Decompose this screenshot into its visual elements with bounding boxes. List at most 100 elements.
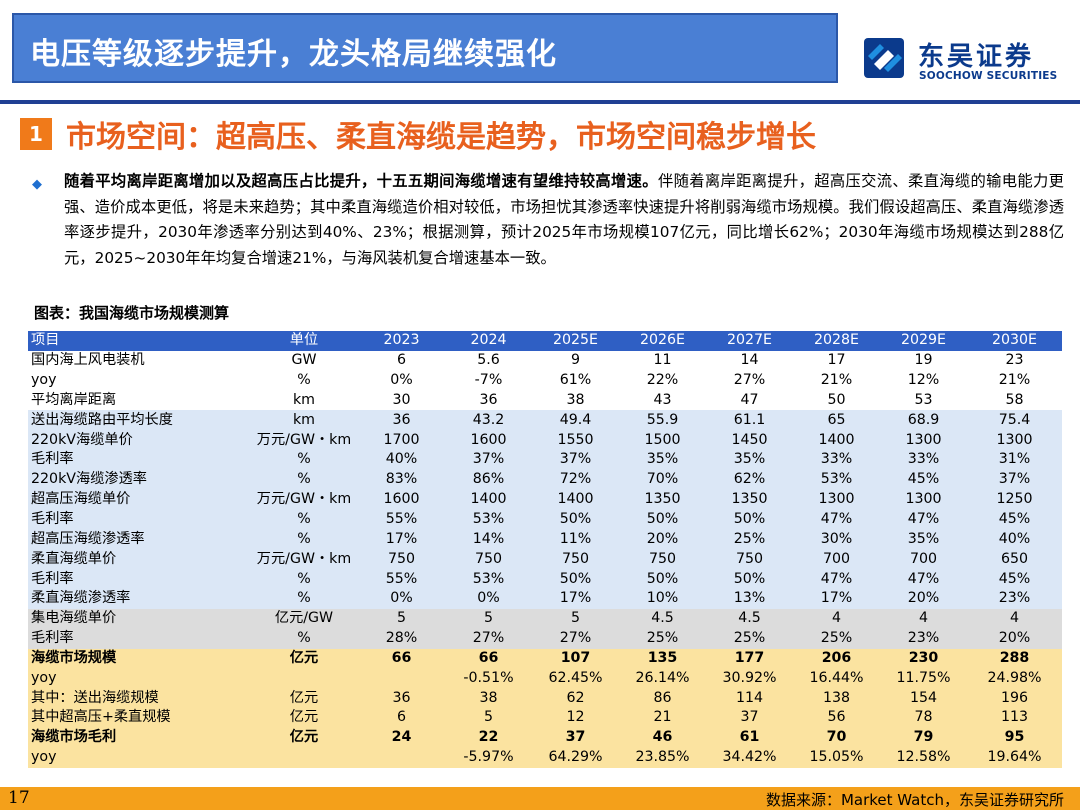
value-cell: 750 — [619, 549, 706, 570]
value-cell: 12.58% — [880, 747, 967, 768]
value-cell: 5 — [445, 608, 532, 629]
value-cell: 37 — [706, 708, 793, 728]
value-cell: 64.29% — [532, 747, 619, 768]
value-cell: 45% — [967, 569, 1062, 589]
value-cell: 1450 — [706, 430, 793, 451]
value-cell: 30.92% — [706, 668, 793, 689]
value-cell: 27% — [706, 370, 793, 391]
value-cell: 5 — [532, 608, 619, 629]
value-cell: 4.5 — [619, 608, 706, 629]
unit-cell: % — [250, 628, 358, 649]
value-cell: 5.6 — [445, 350, 532, 371]
value-cell: 38 — [445, 688, 532, 709]
value-cell: 23.85% — [619, 747, 706, 768]
unit-cell: 亿元 — [250, 708, 358, 728]
value-cell: 37% — [532, 450, 619, 470]
value-cell: 35% — [880, 529, 967, 550]
value-cell: 25% — [706, 628, 793, 649]
unit-cell: % — [250, 529, 358, 550]
value-cell: 61 — [706, 727, 793, 748]
value-cell: 37% — [445, 450, 532, 470]
unit-cell: 亿元 — [250, 648, 358, 669]
table-row: 毛利率% 40% 37% 37% 35% 35% 33% 33% 31% — [28, 450, 1062, 470]
body-bold-lead: 随着平均离岸距离增加以及超高压占比提升，十五五期间海缆增速有望维持较高增速。 — [64, 172, 658, 190]
table-row: 柔直海缆渗透率% 0% 0% 17% 10% 13% 17% 20% 23% — [28, 588, 1062, 609]
unit-cell: % — [250, 469, 358, 490]
unit-cell: 亿元 — [250, 688, 358, 709]
value-cell: 70 — [793, 727, 880, 748]
table-row: 柔直海缆单价 万元/GW・km 750 750 750 750 750 700 700 650 — [28, 549, 1062, 570]
unit-cell — [250, 747, 358, 768]
soochow-logo-icon — [864, 38, 904, 78]
value-cell: 61% — [532, 370, 619, 391]
value-cell: 55% — [358, 569, 445, 589]
value-cell: 27% — [445, 628, 532, 649]
table-row: 平均离岸距离 km 30 36 38 43 47 50 53 58 — [28, 390, 1062, 411]
row-label-cell: 其中：送出海缆规模 — [28, 688, 250, 709]
body-rest: 伴随着离岸距离提升，超高压交流、柔直海缆的输电能力更强、造价成本更低，将是未来趋… — [64, 172, 1064, 267]
value-cell: 55.9 — [619, 410, 706, 431]
value-cell: 20% — [967, 628, 1062, 649]
table-row: yoy% 0% -7% 61% 22% 27% 21% 12% 21% — [28, 370, 1062, 391]
value-cell: 1550 — [532, 430, 619, 451]
row-label-cell: 220kV海缆渗透率 — [28, 469, 250, 490]
page-number: 17 — [8, 788, 30, 808]
table-header-cell: 2023 — [358, 331, 445, 351]
table-header-cell: 2027E — [706, 331, 793, 351]
value-cell: 53% — [793, 469, 880, 490]
value-cell: 25% — [619, 628, 706, 649]
table-row: 送出海缆路由平均长度 km 36 43.2 49.4 55.9 61.1 65 68.9 75.4 — [28, 410, 1062, 431]
value-cell: 15.05% — [793, 747, 880, 768]
value-cell: 66 — [445, 648, 532, 669]
table-row: 220kV海缆渗透率% 83% 86% 72% 70% 62% 53% 45% 37% — [28, 469, 1062, 490]
value-cell: 86 — [619, 688, 706, 709]
value-cell: 1300 — [967, 430, 1062, 451]
row-label-cell: yoy — [28, 370, 250, 391]
value-cell: 9 — [532, 350, 619, 371]
table-header-row: 项目 单位 2023 2024 2025E 2026E 2027E 2028E 2029E 203… — [28, 331, 1062, 351]
row-label-cell: 毛利率 — [28, 628, 250, 649]
value-cell: -7% — [445, 370, 532, 391]
table-row: 其中：送出海缆规模 亿元 36 38 62 86 114 138 154 196 — [28, 688, 1062, 709]
row-label-cell: 超高压海缆渗透率 — [28, 529, 250, 550]
value-cell: 36 — [445, 390, 532, 411]
value-cell: 37% — [967, 469, 1062, 490]
value-cell: 135 — [619, 648, 706, 669]
value-cell: 0% — [358, 370, 445, 391]
value-cell: 12% — [880, 370, 967, 391]
value-cell: 230 — [880, 648, 967, 669]
table-row: 毛利率% 28% 27% 27% 25% 25% 25% 23% 20% — [28, 628, 1062, 649]
value-cell: -5.97% — [445, 747, 532, 768]
value-cell: 750 — [706, 549, 793, 570]
page-title: 电压等级逐步提升，龙头格局继续强化 — [30, 37, 557, 72]
table-header-cell: 2030E — [967, 331, 1062, 351]
value-cell: 95 — [967, 727, 1062, 748]
value-cell: 27% — [532, 628, 619, 649]
value-cell: 11% — [532, 529, 619, 550]
data-source: 数据来源：Market Watch，东吴证券研究所 — [765, 791, 1064, 809]
value-cell: 1400 — [793, 430, 880, 451]
value-cell: 16.44% — [793, 668, 880, 689]
value-cell: 86% — [445, 469, 532, 490]
value-cell: 19 — [880, 350, 967, 371]
value-cell: 11 — [619, 350, 706, 371]
table-row: 海缆市场规模 亿元 66 66 107 135 177 206 230 288 — [28, 648, 1062, 669]
unit-cell: GW — [250, 350, 358, 371]
value-cell: 0% — [358, 588, 445, 609]
value-cell: 25% — [793, 628, 880, 649]
value-cell: 206 — [793, 648, 880, 669]
value-cell: 24.98% — [967, 668, 1062, 689]
value-cell: 58 — [967, 390, 1062, 411]
unit-cell: 亿元/GW — [250, 608, 358, 629]
value-cell: 40% — [967, 529, 1062, 550]
unit-cell: % — [250, 588, 358, 609]
value-cell: 50% — [532, 569, 619, 589]
body-paragraph: 随着平均离岸距离增加以及超高压占比提升，十五五期间海缆增速有望维持较高增速。伴随… — [64, 169, 1064, 271]
table-row: yoy -0.51% 62.45% 26.14% 30.92% 16.44% 11.75% 2… — [28, 668, 1062, 689]
value-cell: 21 — [619, 708, 706, 728]
table-header-cell: 2024 — [445, 331, 532, 351]
table-row: 其中超高压+柔直规模 亿元 6 5 12 21 37 56 78 113 — [28, 708, 1062, 728]
value-cell: 13% — [706, 588, 793, 609]
value-cell: 31% — [967, 450, 1062, 470]
market-size-table: 项目 单位 2023 2024 2025E 2026E 2027E 2028E 2029E 203… — [28, 331, 1062, 768]
